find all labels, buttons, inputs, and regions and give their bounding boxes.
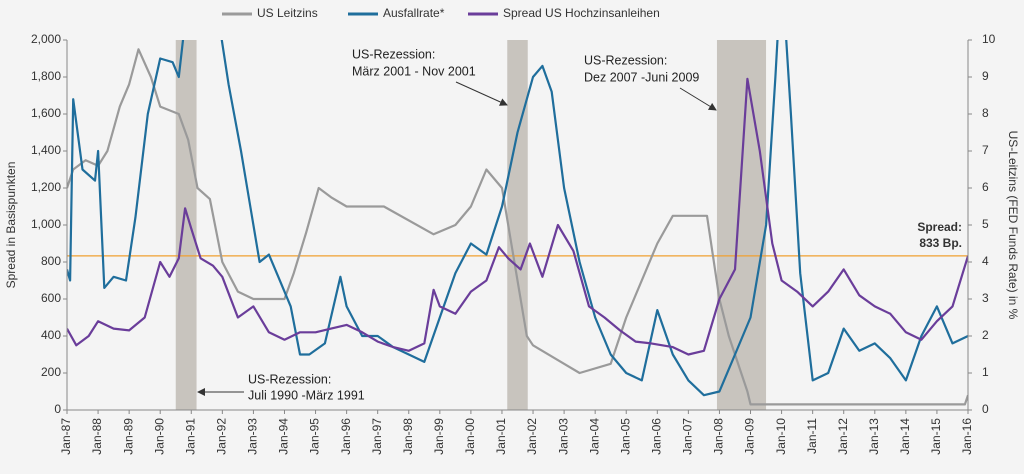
- y-tick-label: 2,000: [31, 32, 61, 46]
- x-tick-label: Jan-11: [805, 418, 819, 454]
- plot-area: [67, 40, 968, 406]
- recession-band: [716, 40, 767, 410]
- recession-layer: [67, 40, 968, 410]
- y2-tick-label: 9: [982, 69, 989, 83]
- x-tick-label: Jan-89: [121, 418, 135, 455]
- x-tick-label: Jan-10: [774, 418, 788, 455]
- x-tick-label: Jan-08: [712, 418, 726, 455]
- x-tick-label: Jan-06: [649, 418, 663, 455]
- x-tick-label: Jan-15: [929, 418, 943, 455]
- y-tick-label: 600: [41, 291, 61, 305]
- x-tick-label: Jan-05: [618, 418, 632, 455]
- reference-label: 833 Bp.: [919, 236, 962, 250]
- recession-band: [507, 40, 528, 410]
- x-tick-label: Jan-01: [494, 418, 508, 455]
- x-tick-label: Jan-97: [370, 418, 384, 455]
- x-tick-label: Jan-96: [339, 418, 353, 455]
- x-tick-label: Jan-93: [246, 418, 260, 455]
- legend-label: US Leitzins: [257, 6, 318, 20]
- x-tick-label: Jan-13: [867, 418, 881, 455]
- x-tick-label: Jan-99: [432, 418, 446, 455]
- annotation: US-Rezession:: [248, 372, 331, 386]
- annotation: Dez 2007 -Juni 2009: [584, 70, 699, 84]
- x-tick-label: Jan-92: [215, 418, 229, 455]
- annotation: Juli 1990 -März 1991: [248, 388, 365, 402]
- x-tick-label: Jan-94: [277, 418, 291, 455]
- legend-label: Ausfallrate*: [383, 6, 445, 20]
- x-tick-label: Jan-12: [836, 418, 850, 455]
- recession-band: [175, 40, 197, 410]
- x-tick-label: Jan-88: [90, 418, 104, 455]
- annotation-arrow: [679, 87, 717, 111]
- y2-tick-label: 5: [982, 217, 989, 231]
- x-tick-label: Jan-95: [308, 418, 322, 455]
- series-line: [67, 48, 968, 406]
- series-line: [67, 77, 968, 356]
- reference-label: Spread:: [917, 220, 962, 234]
- y-tick-label: 1,400: [31, 143, 61, 157]
- x-tick-label: Jan-91: [183, 418, 197, 455]
- annotation: US-Rezession:: [352, 47, 435, 61]
- y-tick-label: 1,600: [31, 106, 61, 120]
- x-tick-label: Jan-87: [59, 418, 73, 455]
- y-tick-label: 200: [41, 365, 61, 379]
- y-tick-label: 1,800: [31, 69, 61, 83]
- annotation: März 2001 - Nov 2001: [352, 64, 476, 78]
- x-tick-label: Jan-02: [525, 418, 539, 455]
- x-tick-label: Jan-98: [401, 418, 415, 455]
- y2-axis-title: US-Leitzins (FED Funds Rate) in %: [1006, 131, 1020, 320]
- y2-tick-label: 7: [982, 143, 989, 157]
- x-tick-label: Jan-09: [743, 418, 757, 455]
- y-tick-label: 400: [41, 328, 61, 342]
- y-tick-label: 800: [41, 254, 61, 268]
- y-tick-label: 1,000: [31, 217, 61, 231]
- y-tick-label: 0: [54, 402, 61, 416]
- legend-label: Spread US Hochzinsanleihen: [503, 6, 660, 20]
- annotation-arrow: [455, 81, 508, 106]
- x-tick-label: Jan-00: [463, 418, 477, 455]
- y2-tick-label: 2: [982, 328, 989, 342]
- y-tick-label: 1,200: [31, 180, 61, 194]
- x-tick-label: Jan-03: [556, 418, 570, 455]
- y2-tick-label: 6: [982, 180, 989, 194]
- x-tick-label: Jan-90: [152, 418, 166, 455]
- series-line: [67, 40, 968, 397]
- y2-tick-label: 4: [982, 254, 989, 268]
- y2-tick-label: 1: [982, 365, 989, 379]
- x-tick-label: Jan-16: [960, 418, 974, 455]
- y2-tick-label: 3: [982, 291, 989, 305]
- x-tick-label: Jan-07: [681, 418, 695, 455]
- x-tick-label: Jan-04: [587, 418, 601, 455]
- x-tick-label: Jan-14: [898, 418, 912, 455]
- y2-tick-label: 0: [982, 402, 989, 416]
- y2-tick-label: 8: [982, 106, 989, 120]
- y2-tick-label: 10: [982, 32, 996, 46]
- annotation: US-Rezession:: [584, 53, 667, 67]
- y-axis-title: Spread in Basispunkten: [4, 162, 18, 289]
